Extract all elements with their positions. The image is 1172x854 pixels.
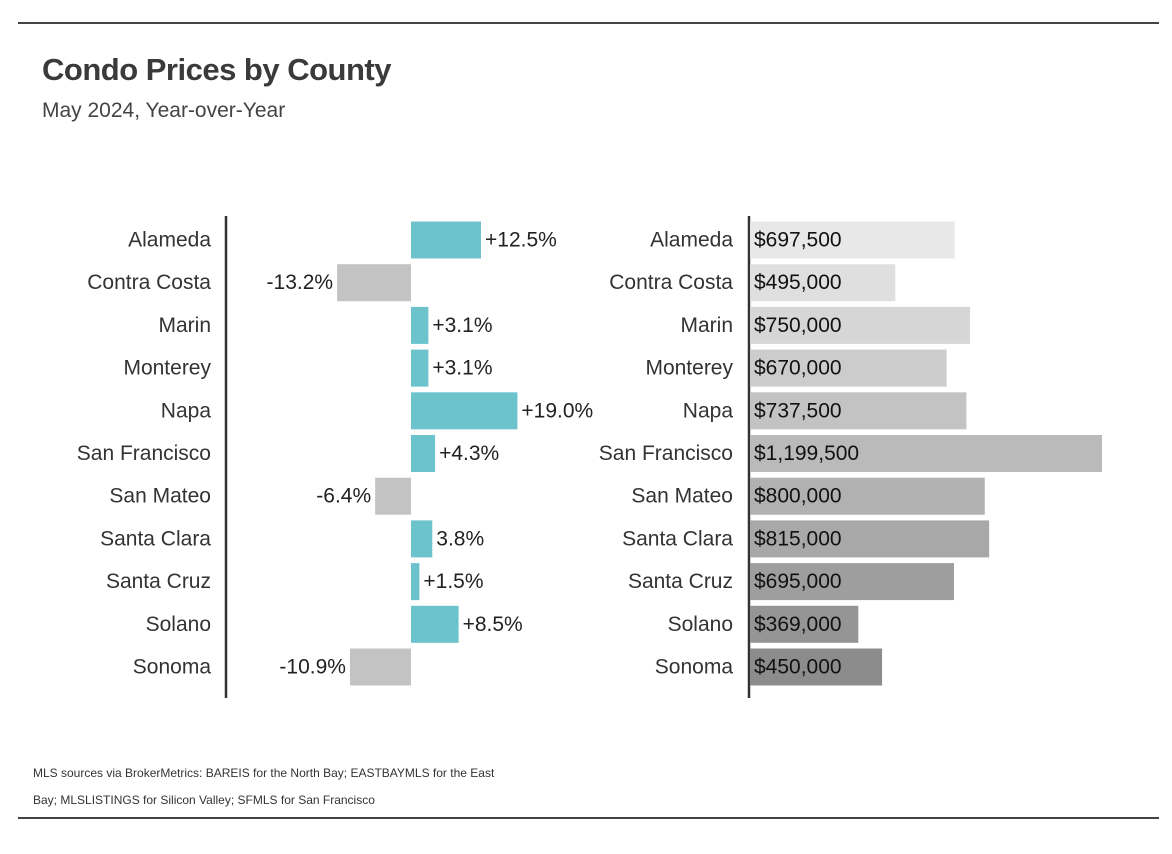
price-category-label-san-francisco: San Francisco [599,442,733,465]
price-data-label-sonoma: $450,000 [754,656,842,679]
change-category-label-marin: Marin [158,314,211,337]
change-bar-contra-costa [337,264,411,302]
price-data-label-solano: $369,000 [754,613,842,636]
change-category-label-napa: Napa [161,399,212,422]
change-category-label-contra-costa: Contra Costa [87,271,211,294]
change-category-label-san-mateo: San Mateo [109,485,211,508]
price-data-label-alameda: $697,500 [754,229,842,252]
change-data-label-marin: +3.1% [432,314,492,337]
price-category-label-marin: Marin [680,314,733,337]
price-data-label-contra-costa: $495,000 [754,271,842,294]
change-data-label-sonoma: -10.9% [279,656,346,679]
change-bar-sonoma [349,648,411,686]
change-bar-marin [411,306,429,344]
change-data-label-santa-clara: 3.8% [436,527,484,550]
price-bar-alameda [750,221,955,259]
price-data-label-monterey: $670,000 [754,357,842,380]
price-data-label-san-francisco: $1,199,500 [754,442,859,465]
price-bar-napa [750,392,967,430]
price-category-label-napa: Napa [683,399,734,422]
price-category-label-contra-costa: Contra Costa [609,271,733,294]
change-category-label-solano: Solano [146,613,211,636]
change-bar-santa-cruz [411,563,420,601]
price-category-label-santa-cruz: Santa Cruz [628,570,733,593]
change-category-label-san-francisco: San Francisco [77,442,211,465]
change-bar-alameda [411,221,481,259]
change-category-label-monterey: Monterey [123,357,211,380]
change-bar-san-mateo [375,477,411,515]
change-data-label-san-mateo: -6.4% [316,485,371,508]
change-category-label-santa-cruz: Santa Cruz [106,570,211,593]
change-data-label-san-francisco: +4.3% [439,442,499,465]
price-bar-san-francisco [750,435,1102,472]
price-category-label-solano: Solano [668,613,733,636]
change-data-label-contra-costa: -13.2% [267,271,334,294]
price-bar-contra-costa [750,264,896,302]
source-note-line-2: Bay; MLSLISTINGS for Silicon Valley; SFM… [33,793,375,807]
change-data-label-alameda: +12.5% [485,229,557,252]
change-data-label-solano: +8.5% [463,613,523,636]
price-data-label-marin: $750,000 [754,314,842,337]
price-bar-solano [750,605,859,643]
top-rule [18,22,1159,24]
price-data-label-san-mateo: $800,000 [754,485,842,508]
change-bar-napa [411,392,518,430]
change-bar-santa-clara [411,520,433,558]
price-bar-santa-cruz [750,563,954,601]
source-note-line-1: MLS sources via BrokerMetrics: BAREIS fo… [33,766,495,780]
change-category-label-alameda: Alameda [128,229,211,252]
change-data-label-monterey: +3.1% [432,357,492,380]
chart-subtitle: May 2024, Year-over-Year [42,99,286,122]
change-category-label-santa-clara: Santa Clara [100,527,211,550]
price-bar-marin [750,306,971,344]
change-bar-san-francisco [411,435,436,472]
price-bar-sonoma [750,648,883,686]
price-data-label-santa-clara: $815,000 [754,527,842,550]
price-bar-san-mateo [750,477,985,515]
change-category-label-sonoma: Sonoma [133,656,212,679]
price-data-label-santa-cruz: $695,000 [754,570,842,593]
price-category-label-santa-clara: Santa Clara [622,527,733,550]
bottom-rule [18,817,1159,819]
chart-title: Condo Prices by County [42,52,391,87]
price-category-label-sonoma: Sonoma [655,656,734,679]
price-bar-monterey [750,349,947,387]
price-category-label-san-mateo: San Mateo [631,485,733,508]
price-category-label-alameda: Alameda [650,229,733,252]
change-bar-monterey [411,349,429,387]
change-data-label-santa-cruz: +1.5% [423,570,483,593]
change-data-label-napa: +19.0% [521,399,593,422]
price-data-label-napa: $737,500 [754,399,842,422]
price-category-label-monterey: Monterey [645,357,733,380]
change-bar-solano [411,605,459,643]
price-bar-santa-clara [750,520,990,558]
